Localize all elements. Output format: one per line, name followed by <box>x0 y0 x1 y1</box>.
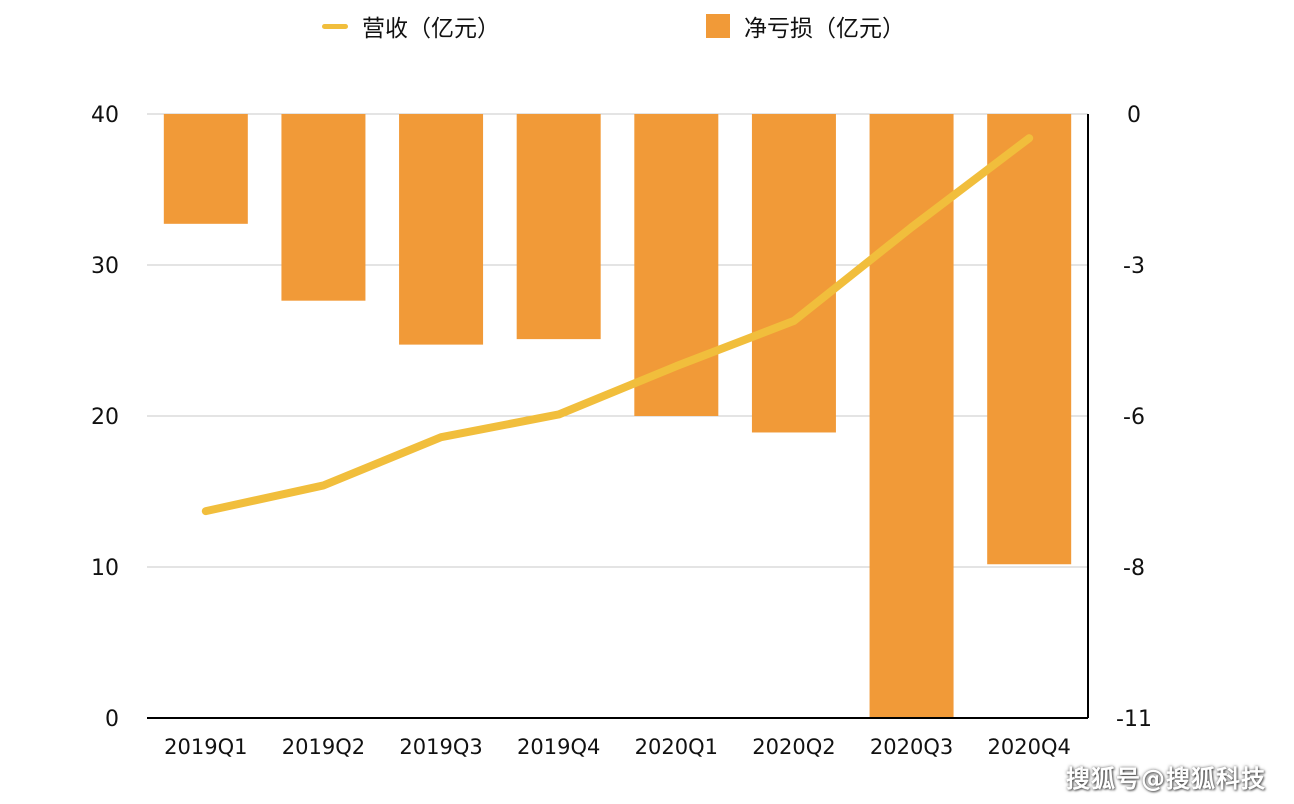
category-label-2019Q2: 2019Q2 <box>282 735 365 759</box>
category-label-2020Q2: 2020Q2 <box>752 735 835 759</box>
legend-net-loss-label: 净亏损（亿元） <box>744 16 905 42</box>
bar-2020Q3 <box>869 114 954 718</box>
category-label-2020Q3: 2020Q3 <box>870 735 953 759</box>
revenue-line-series <box>201 134 1034 516</box>
right-tick-label: -11 <box>1116 707 1152 732</box>
bar-2019Q1 <box>163 114 248 224</box>
axes <box>147 114 1089 719</box>
revenue-line <box>201 134 1034 516</box>
category-label-2019Q3: 2019Q3 <box>399 735 482 759</box>
bar-2020Q4 <box>987 114 1072 565</box>
left-tick-label: 40 <box>91 103 119 128</box>
net-loss-bars <box>163 114 1072 718</box>
left-tick-label: 10 <box>91 556 119 581</box>
category-label-2019Q1: 2019Q1 <box>164 735 247 759</box>
watermark-text: 搜狐号@搜狐科技 <box>1066 765 1266 793</box>
legend-revenue-swatch <box>322 23 348 29</box>
left-tick-label: 20 <box>91 405 119 430</box>
bar-2019Q4 <box>516 114 601 340</box>
right-tick-label: -6 <box>1123 405 1145 430</box>
legend-net-loss: 净亏损（亿元） <box>706 8 905 44</box>
left-tick-label: 0 <box>105 707 119 732</box>
right-tick-label: -3 <box>1123 254 1145 279</box>
legend-revenue: 营收（亿元） <box>322 8 500 44</box>
left-tick-label: 30 <box>91 254 119 279</box>
category-label-2020Q4: 2020Q4 <box>988 735 1071 759</box>
bar-2020Q1 <box>634 114 719 416</box>
right-tick-label: -8 <box>1123 556 1145 581</box>
tick-labels: 0 10 20 30 40 -11 -8 -6 -3 0 2019Q1 2019Q2 2019Q3 201… <box>91 103 1152 759</box>
category-label-2020Q1: 2020Q1 <box>635 735 718 759</box>
bar-2019Q3 <box>399 114 484 345</box>
legend-revenue-label: 营收（亿元） <box>362 16 500 42</box>
category-label-2019Q4: 2019Q4 <box>517 735 600 759</box>
bar-2020Q2 <box>751 114 836 433</box>
legend-net-loss-swatch <box>706 14 730 38</box>
bar-2019Q2 <box>281 114 366 301</box>
right-tick-label: 0 <box>1127 103 1141 128</box>
